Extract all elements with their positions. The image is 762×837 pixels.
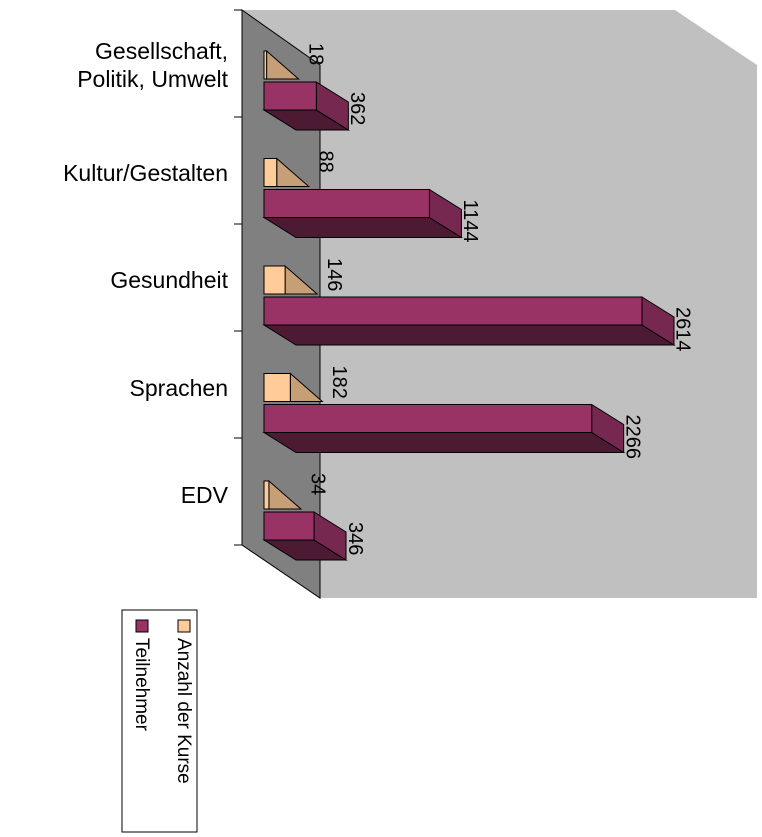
legend: Anzahl der Kurse Teilnehmer — [131, 619, 194, 784]
bar — [263, 49, 300, 80]
category-label: Kultur/Gestalten — [63, 159, 228, 186]
bar-bottom — [262, 432, 626, 453]
bar-front — [263, 158, 278, 187]
data-label: 34 — [307, 473, 329, 495]
bar-front — [263, 296, 643, 326]
bar — [263, 372, 324, 402]
bar-bottom — [262, 217, 464, 238]
legend-label: Anzahl der Kurse — [173, 638, 194, 784]
data-label: 2266 — [621, 415, 643, 460]
bar-front — [263, 511, 315, 541]
bar — [262, 511, 348, 561]
category-label: Gesundheit — [110, 267, 228, 293]
data-label: 1144 — [459, 200, 481, 243]
category-label: Gesellschaft, Politik, Umwelt — [77, 38, 228, 92]
bar-front — [263, 81, 317, 111]
bar — [263, 157, 311, 187]
legend-box — [121, 609, 198, 833]
category-label: EDV — [180, 482, 228, 508]
bar — [262, 188, 464, 239]
data-label: 182 — [328, 366, 350, 399]
bar-front — [263, 373, 291, 402]
bar-front — [263, 404, 593, 433]
legend-swatch — [177, 619, 191, 633]
data-label: 146 — [323, 258, 345, 291]
data-label: 346 — [344, 522, 366, 555]
bar-front — [263, 50, 268, 80]
data-label: 362 — [346, 92, 368, 125]
category-label: Sprachen — [129, 374, 228, 401]
bar — [263, 479, 303, 510]
data-label: 2614 — [672, 307, 694, 352]
data-label: 18 — [304, 43, 326, 65]
data-label: 88 — [314, 151, 336, 173]
bar — [262, 296, 676, 346]
bar-front — [263, 265, 286, 295]
bar — [262, 81, 351, 131]
bar-bottom — [262, 324, 676, 346]
bar-front — [263, 189, 430, 218]
bar — [262, 403, 626, 454]
legend-swatch — [135, 619, 149, 633]
legend-label: Teilnehmer — [131, 638, 152, 732]
bar — [263, 264, 319, 295]
bar-front — [263, 480, 270, 510]
